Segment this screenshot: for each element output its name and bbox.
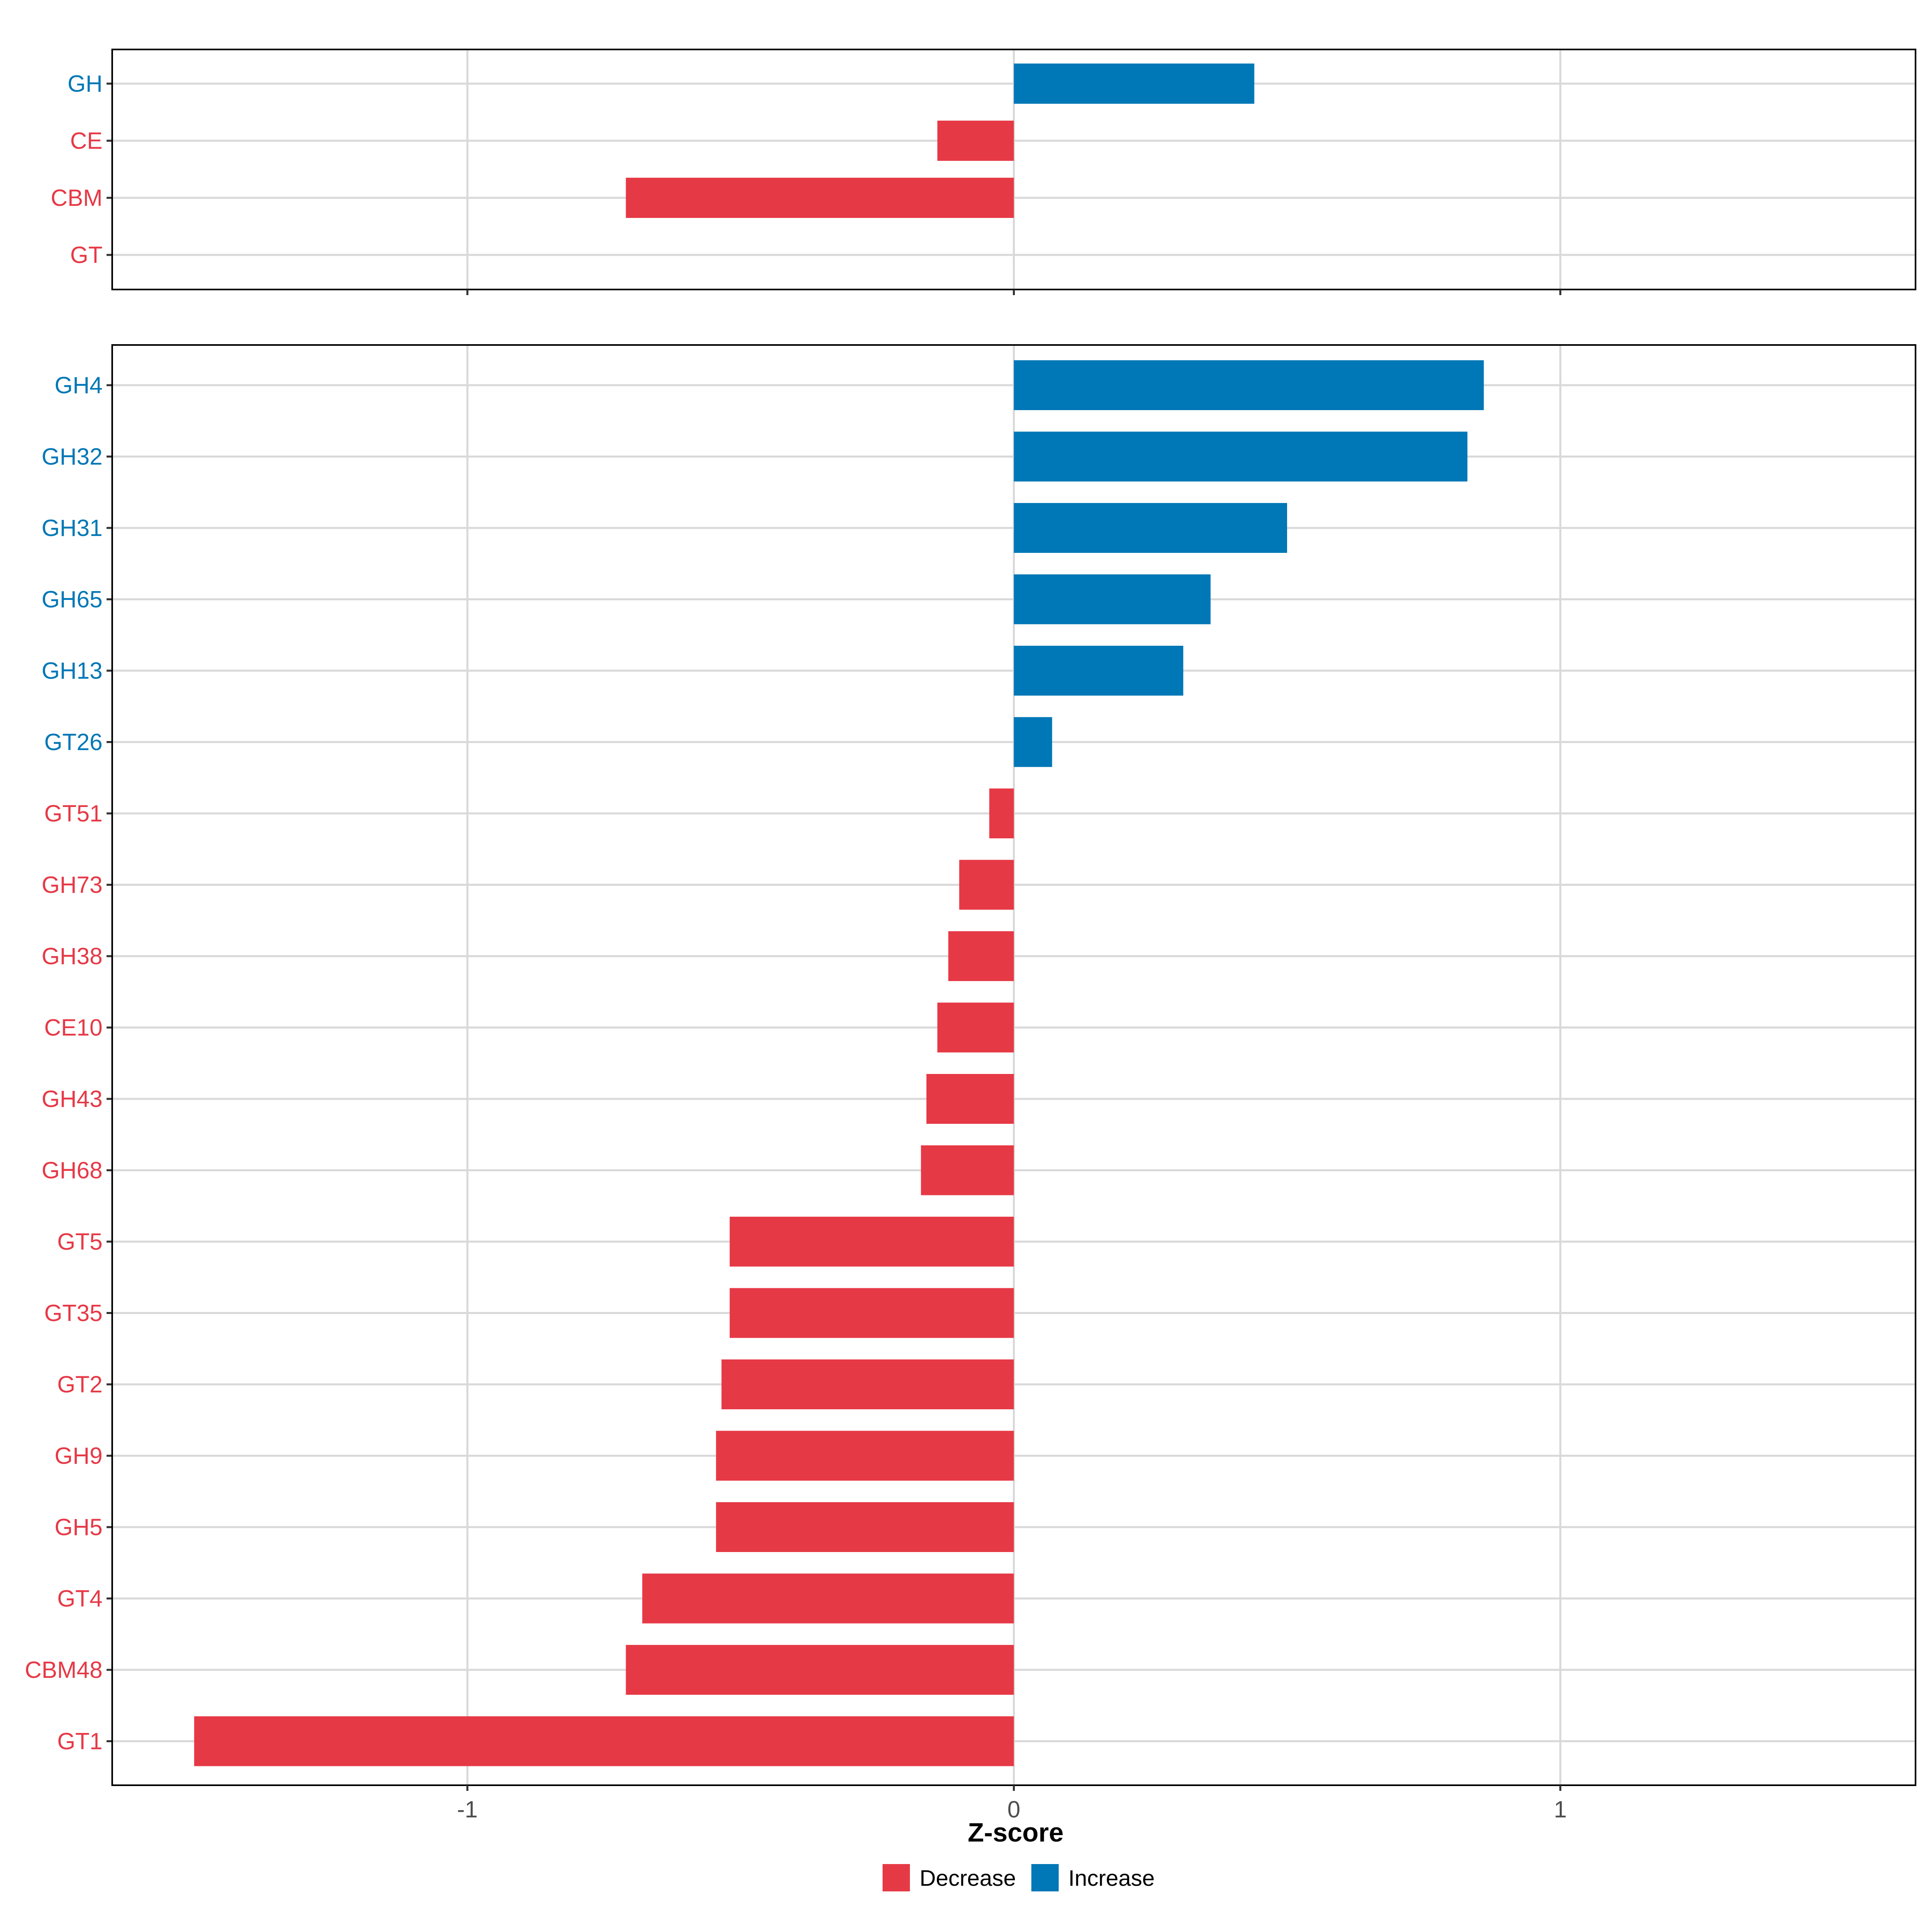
bar-gt1 xyxy=(194,1716,1014,1766)
bar-gt51 xyxy=(989,788,1014,838)
bar-gh5 xyxy=(716,1502,1014,1552)
y-tick-label-cbm48: CBM48 xyxy=(25,1657,103,1683)
bar-gh68 xyxy=(921,1145,1014,1195)
bar-gh32 xyxy=(1014,431,1468,482)
y-tick-label-gh13: GH13 xyxy=(41,658,103,684)
y-tick-label-gh: GH xyxy=(68,71,103,97)
y-tick-label-gh65: GH65 xyxy=(41,587,103,613)
y-tick-label-gh32: GH32 xyxy=(41,444,103,470)
y-tick-label-gt51: GT51 xyxy=(44,801,103,827)
y-tick-label-ce: CE xyxy=(70,128,103,154)
bar-gt5 xyxy=(729,1217,1014,1267)
bar-gh31 xyxy=(1014,503,1287,553)
y-tick-label-gt35: GT35 xyxy=(44,1300,103,1326)
y-tick-label-gt4: GT4 xyxy=(57,1586,103,1612)
y-tick-label-gh4: GH4 xyxy=(55,372,103,398)
y-tick-label-gt1: GT1 xyxy=(57,1729,103,1755)
legend-key-decrease xyxy=(883,1864,910,1891)
bar-gh9 xyxy=(716,1431,1014,1481)
y-tick-label-gt2: GT2 xyxy=(57,1371,103,1398)
bar-gt35 xyxy=(729,1288,1014,1338)
legend-key-increase xyxy=(1031,1864,1059,1891)
bar-gh xyxy=(1014,64,1254,104)
y-tick-label-gt5: GT5 xyxy=(57,1229,103,1255)
bar-gt26 xyxy=(1014,717,1052,767)
bar-gh13 xyxy=(1014,646,1183,696)
x-axis-title: Z-score xyxy=(968,1817,1064,1847)
y-tick-label-gh68: GH68 xyxy=(41,1158,103,1184)
bar-gh43 xyxy=(926,1074,1014,1124)
x-tick-label: 1 xyxy=(1554,1796,1567,1823)
y-tick-label-ce10: CE10 xyxy=(44,1015,103,1041)
bar-ce xyxy=(937,121,1014,161)
y-tick-label-gh38: GH38 xyxy=(41,943,103,969)
top-panel: GH CE CBM GT xyxy=(51,49,1916,295)
bar-gh38 xyxy=(948,931,1014,981)
bar-cbm xyxy=(626,178,1014,218)
legend: Decrease Increase xyxy=(883,1864,1155,1891)
bar-gh73 xyxy=(959,860,1014,910)
bar-gh4 xyxy=(1014,360,1484,410)
bar-cbm48 xyxy=(626,1645,1014,1695)
y-tick-label-cbm: CBM xyxy=(51,185,103,211)
y-tick-label-gh43: GH43 xyxy=(41,1086,103,1112)
y-tick-label-gt26: GT26 xyxy=(44,729,103,756)
y-tick-label-gh5: GH5 xyxy=(55,1514,103,1540)
x-tick-label: 0 xyxy=(1007,1796,1020,1823)
y-tick-label-gh31: GH31 xyxy=(41,515,103,541)
legend-label-increase: Increase xyxy=(1068,1865,1155,1891)
y-tick-label-gh9: GH9 xyxy=(55,1443,103,1469)
bar-gt4 xyxy=(642,1573,1014,1624)
bar-gh65 xyxy=(1014,574,1211,624)
x-tick-label: -1 xyxy=(457,1796,478,1823)
x-axis: -1 0 1 xyxy=(457,1796,1567,1823)
bar-gt2 xyxy=(721,1359,1014,1409)
bottom-panel: GH4 GH32 GH31 GH65 GH13 GT26 GT51 GH73 GH38 CE10 G… xyxy=(25,344,1916,1791)
legend-label-decrease: Decrease xyxy=(920,1865,1016,1891)
bar-ce10 xyxy=(937,1002,1014,1053)
y-tick-label-gh73: GH73 xyxy=(41,872,103,898)
y-tick-label-gt: GT xyxy=(70,242,103,268)
